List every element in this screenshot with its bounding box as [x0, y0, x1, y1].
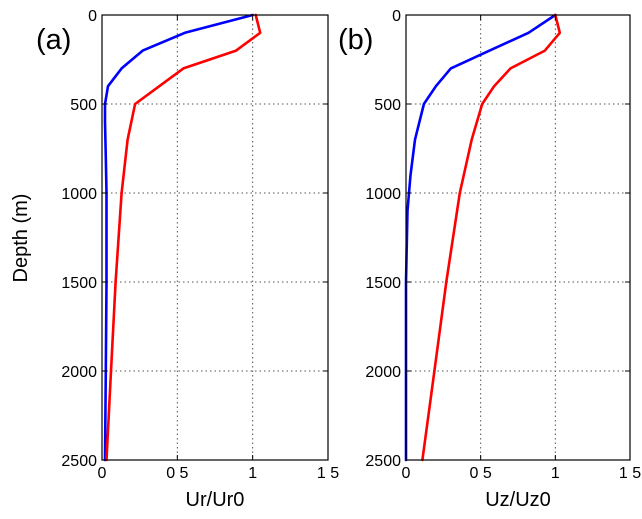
x-tick-label: 0 5 [470, 465, 492, 482]
x-tick-label: 1 [551, 465, 560, 482]
y-tick-label: 2500 [61, 453, 97, 470]
panel-label: (b) [338, 24, 373, 56]
series-line-blue [103, 13, 254, 462]
y-tick-label: 0 [392, 8, 401, 25]
series-line-red [421, 13, 562, 462]
panel-label: (a) [36, 24, 71, 56]
y-tick-label: 2000 [61, 364, 97, 381]
y-tick-label: 1000 [365, 186, 401, 203]
plot-frame [405, 14, 631, 461]
y-tick-label: 2500 [365, 453, 401, 470]
panel-b: 0 0 5 1 1 5 0 500 1000 1500 2000 2500 Uz/Uz0 (b) [338, 8, 641, 511]
y-tick-label: 2000 [365, 364, 401, 381]
y-tick-label: 500 [70, 97, 97, 114]
y-tick-label: 0 [88, 8, 97, 25]
y-tick-label: 1500 [61, 275, 97, 292]
y-tick-label: 1000 [61, 186, 97, 203]
x-tick-label: 0 [402, 465, 411, 482]
x-tick-label: 1 [248, 465, 257, 482]
y-axis-label: Depth (m) [10, 194, 32, 283]
x-tick-label: 1 5 [317, 465, 339, 482]
series-line-red [105, 13, 262, 462]
x-tick-label: 0 [98, 465, 107, 482]
x-tick-label: 0 5 [166, 465, 188, 482]
y-tick-label: 1500 [365, 275, 401, 292]
y-tick-label: 500 [374, 97, 401, 114]
x-axis-label: Ur/Ur0 [186, 489, 245, 511]
panel-a: 0 0 5 1 1 5 0 500 1000 1500 2000 2500 Ur/Ur0 (a) [36, 8, 339, 511]
x-axis-label: Uz/Uz0 [485, 489, 551, 511]
x-tick-label: 1 5 [619, 465, 641, 482]
plot-frame [101, 14, 329, 461]
